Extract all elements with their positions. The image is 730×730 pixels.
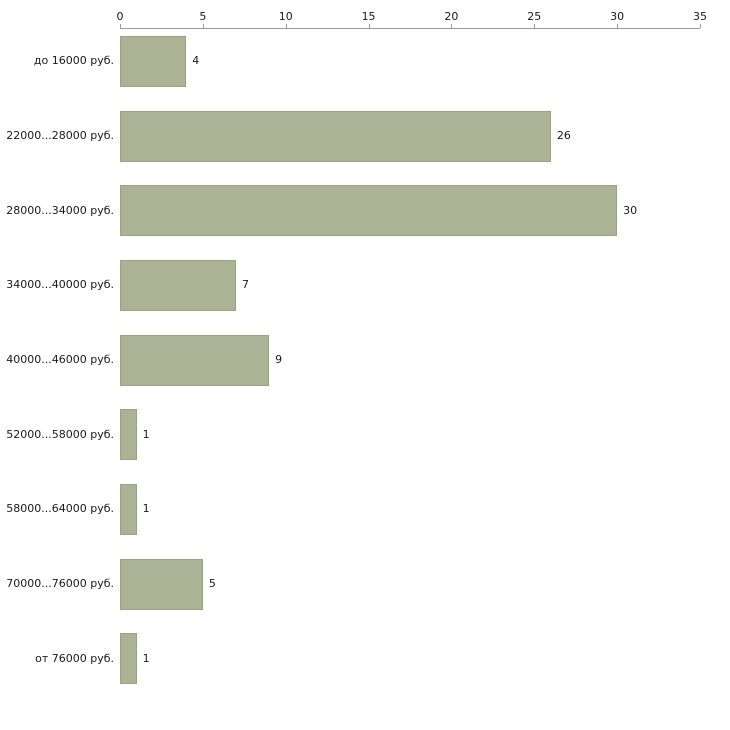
bar [120, 259, 236, 311]
bar [120, 409, 137, 461]
bar [120, 633, 137, 685]
x-axis-tick-mark [534, 24, 536, 28]
x-axis-tick-label: 5 [199, 10, 207, 23]
bar [120, 483, 137, 535]
category-label: до 16000 руб. [33, 54, 114, 68]
category-label: 70000...76000 руб. [6, 577, 114, 590]
x-axis-line [120, 28, 700, 29]
value-label: 5 [208, 577, 216, 590]
x-axis-tick-mark [617, 24, 619, 28]
x-axis-tick-label: 0 [116, 10, 124, 23]
category-label: 34000...40000 руб. [6, 278, 114, 292]
value-label: 26 [556, 129, 571, 142]
x-axis-tick-label: 30 [610, 10, 625, 23]
bar [120, 35, 187, 87]
x-axis-tick-label: 10 [278, 10, 293, 23]
x-axis-tick-mark [451, 24, 453, 28]
value-label: 1 [142, 502, 150, 516]
category-label: 58000...64000 руб. [6, 502, 114, 516]
x-axis-tick-mark [368, 24, 370, 28]
category-label: 40000...46000 руб. [6, 353, 114, 366]
category-label: от 76000 руб. [35, 651, 114, 665]
x-axis-tick-label: 15 [361, 10, 376, 23]
x-axis-tick-label: 20 [444, 10, 459, 23]
category-label: 22000...28000 руб. [6, 129, 114, 142]
value-label: 1 [142, 427, 150, 441]
x-axis-tick-mark [285, 24, 287, 28]
x-axis-tick-label: 35 [693, 10, 707, 23]
value-label: 7 [242, 278, 249, 292]
bar [120, 185, 618, 237]
value-label: 4 [192, 54, 200, 68]
value-label: 30 [623, 203, 638, 217]
bar [120, 334, 270, 386]
value-label: 1 [142, 651, 150, 665]
bar [120, 558, 203, 610]
x-axis-tick-mark [120, 24, 121, 28]
category-label: 52000...58000 руб. [6, 427, 114, 441]
category-label: 28000...34000 руб. [6, 203, 114, 217]
x-axis-tick-mark [700, 24, 701, 28]
value-label: 9 [275, 353, 283, 366]
bar [120, 110, 551, 162]
x-axis-tick-label: 25 [527, 10, 542, 23]
x-axis-tick-mark [202, 24, 204, 28]
